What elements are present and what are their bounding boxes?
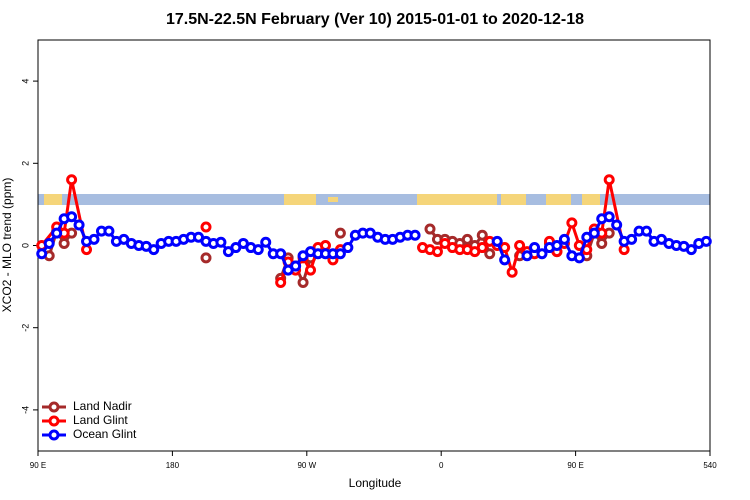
data-point xyxy=(36,248,48,260)
series xyxy=(36,174,630,288)
y-axis-label: XCO2 - MLO trend (ppm) xyxy=(0,178,14,313)
data-point xyxy=(66,174,78,186)
series-line xyxy=(585,229,611,257)
data-point xyxy=(603,174,615,186)
data-point xyxy=(700,235,712,247)
data-point xyxy=(297,276,309,288)
y-tick-label: -2 xyxy=(20,324,30,332)
x-tick-label: 540 xyxy=(703,461,717,470)
y-tick-label: 4 xyxy=(20,79,30,84)
data-point xyxy=(290,260,302,272)
data-point xyxy=(58,237,70,249)
data-point xyxy=(200,221,212,233)
land-patch xyxy=(582,194,600,205)
x-tick-label: 0 xyxy=(439,461,444,470)
data-point xyxy=(573,252,585,264)
data-point xyxy=(641,225,653,237)
data-point xyxy=(476,229,488,241)
land-patch xyxy=(284,194,316,205)
x-tick-label: 90 E xyxy=(567,461,583,470)
data-point xyxy=(685,244,697,256)
data-point xyxy=(66,211,78,223)
legend-marker xyxy=(48,429,60,441)
x-tick-label: 90 E xyxy=(30,461,46,470)
land-patch xyxy=(417,194,497,205)
y-tick-label: 0 xyxy=(20,243,30,248)
data-point xyxy=(491,235,503,247)
series xyxy=(36,211,712,276)
legend-label: Ocean Glint xyxy=(73,427,137,441)
series-line xyxy=(40,215,416,273)
data-point xyxy=(275,276,287,288)
data-point xyxy=(334,227,346,239)
x-axis-label: Longitude xyxy=(349,476,402,490)
data-point xyxy=(596,237,608,249)
data-point xyxy=(484,248,496,260)
land-patch xyxy=(501,194,526,205)
data-point xyxy=(200,252,212,264)
data-point xyxy=(148,244,160,256)
y-tick-label: 2 xyxy=(20,161,30,166)
data-point xyxy=(611,219,623,231)
data-point xyxy=(461,233,473,245)
ocean-strip xyxy=(38,194,710,205)
data-point xyxy=(215,236,227,248)
legend-marker xyxy=(48,401,60,413)
data-point xyxy=(566,217,578,229)
data-point xyxy=(551,240,563,251)
data-point xyxy=(521,250,533,262)
data-point xyxy=(588,227,600,239)
data-point xyxy=(252,244,264,256)
data-point xyxy=(43,237,55,249)
data-point xyxy=(88,233,100,245)
map-strip xyxy=(38,194,710,205)
legend-label: Land Nadir xyxy=(73,399,132,413)
land-patch xyxy=(546,194,571,205)
data-point xyxy=(514,240,526,251)
data-point xyxy=(476,242,488,254)
data-point xyxy=(431,246,443,258)
data-point xyxy=(51,227,63,239)
data-point xyxy=(603,211,615,223)
legend-label: Land Glint xyxy=(73,413,128,427)
y-tick-label: -4 xyxy=(20,406,30,414)
x-tick-label: 180 xyxy=(166,461,180,470)
data-point xyxy=(626,233,638,245)
data-point xyxy=(558,233,570,245)
data-point xyxy=(409,229,421,241)
data-point xyxy=(499,254,511,266)
data-point xyxy=(506,266,518,278)
data-point xyxy=(260,236,272,248)
data-point xyxy=(342,242,354,254)
data-point xyxy=(424,223,436,235)
data-point xyxy=(536,248,548,260)
data-point xyxy=(103,225,115,237)
data-point xyxy=(529,242,541,254)
data-point xyxy=(305,264,317,276)
x-tick-label: 90 W xyxy=(297,461,316,470)
data-point xyxy=(275,248,287,260)
data-point xyxy=(334,248,346,260)
chart-title: 17.5N-22.5N February (Ver 10) 2015-01-01… xyxy=(166,11,584,28)
data-point xyxy=(73,219,85,231)
legend-marker xyxy=(48,415,60,427)
land-patch xyxy=(44,194,62,205)
land-patch xyxy=(328,197,338,202)
